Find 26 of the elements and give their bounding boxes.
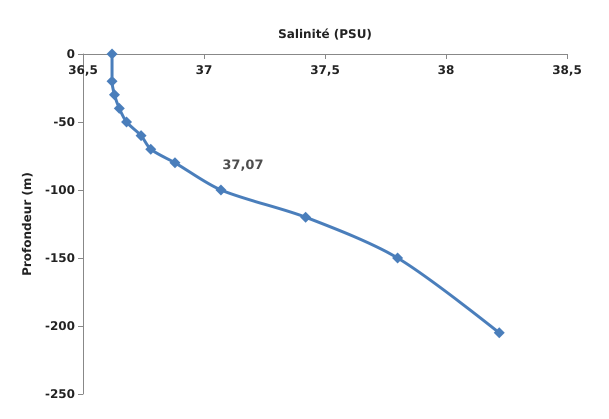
point bbox=[108, 89, 120, 100]
point bbox=[300, 212, 312, 223]
annotation: 37,07 bbox=[222, 158, 264, 173]
point bbox=[494, 327, 505, 338]
y-tick-label: -100 bbox=[44, 183, 75, 197]
point bbox=[106, 48, 118, 60]
x-tick-label: 38,5 bbox=[552, 63, 582, 77]
x-tick-label: 37,5 bbox=[310, 63, 340, 77]
point bbox=[136, 130, 147, 142]
point bbox=[392, 252, 404, 264]
y-axis-title: Profondeur (m) bbox=[20, 172, 34, 276]
point bbox=[169, 157, 180, 168]
y-tick-label: -200 bbox=[44, 319, 75, 333]
x-tick-label: 36,5 bbox=[68, 63, 98, 77]
point bbox=[114, 102, 125, 114]
x-axis-title: Salinité (PSU) bbox=[278, 27, 372, 41]
point bbox=[215, 184, 226, 196]
x-tick-label: 37 bbox=[196, 63, 212, 77]
y-tick-label: 0 bbox=[66, 47, 75, 61]
point bbox=[106, 76, 118, 87]
y-tick-label: -250 bbox=[44, 387, 75, 401]
x-tick-label: 38 bbox=[438, 63, 454, 77]
y-tick-label: -150 bbox=[44, 251, 75, 265]
point bbox=[145, 144, 156, 155]
point bbox=[121, 116, 132, 128]
y-tick-label: -50 bbox=[53, 115, 75, 129]
